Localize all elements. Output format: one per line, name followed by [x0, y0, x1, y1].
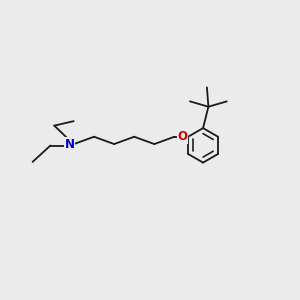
Text: O: O — [178, 130, 188, 143]
Text: N: N — [65, 138, 75, 151]
